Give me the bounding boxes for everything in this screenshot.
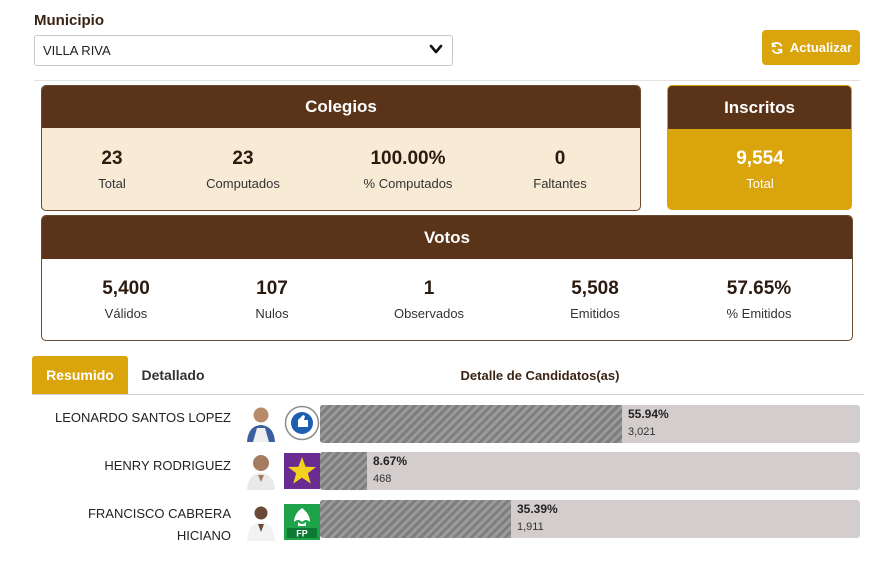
header-divider (34, 80, 860, 81)
votos-title: Votos (42, 216, 852, 259)
candidate-name-line: HICIANO (176, 528, 231, 543)
candidate-name: LEONARDO SANTOS LOPEZ (55, 407, 231, 429)
stat-value: 107 (256, 278, 288, 299)
refresh-icon (771, 41, 783, 54)
candidate-bar-track: 55.94% 3,021 (320, 405, 860, 443)
candidate-percent: 35.39% (517, 502, 558, 516)
fp-logo-icon: FP (284, 504, 320, 540)
candidate-name: FRANCISCO CABRERA HICIANO (88, 503, 231, 547)
fp-logo-text: FP (296, 529, 308, 539)
votos-panel: Votos 5,400 Válidos 107 Nulos 1 Observad… (41, 215, 853, 341)
stat-label: Faltantes (533, 176, 587, 191)
colegios-total-stat: 23 Total (42, 148, 182, 191)
tab-resumido[interactable]: Resumido (32, 356, 128, 394)
stat-label: Observados (393, 306, 465, 321)
candidate-percent: 55.94% (628, 407, 669, 421)
candidate-votes: 468 (373, 473, 392, 485)
candidate-photo-icon (247, 455, 275, 490)
votos-observados-stat: 1 Observados (359, 278, 499, 321)
municipio-select[interactable]: VILLA RIVA (34, 35, 453, 66)
candidate-bar-track: 35.39% 1,911 (320, 500, 860, 538)
colegios-panel: Colegios 23 Total 23 Computados 100.00% … (41, 85, 641, 211)
candidate-name-line: HENRY RODRIGUEZ (104, 458, 231, 473)
stat-label: Válidos (104, 306, 148, 321)
colegios-title: Colegios (42, 86, 640, 128)
stat-value: 0 (554, 148, 566, 169)
stat-label: % Computados (363, 176, 453, 191)
refresh-button[interactable]: Actualizar (762, 30, 860, 65)
stat-value: 5,400 (102, 278, 150, 299)
stat-label: Emitidos (570, 306, 620, 321)
stat-value: 1 (423, 278, 435, 299)
stat-value: 100.00% (370, 148, 446, 169)
candidate-bar-fill (320, 452, 367, 490)
detail-title: Detalle de Candidatos(as) (460, 368, 620, 383)
candidate-photo-icon (247, 407, 275, 442)
inscritos-title: Inscritos (668, 86, 851, 129)
votos-emitidos-stat: 5,508 Emitidos (525, 278, 665, 321)
municipio-label: Municipio (34, 12, 104, 29)
stat-label: Computados (206, 176, 280, 191)
inscritos-total-stat: 9,554 Total (690, 148, 830, 191)
candidate-name-line: FRANCISCO CABRERA (87, 506, 231, 521)
stat-value: 23 (101, 148, 123, 169)
votos-nulos-stat: 107 Nulos (202, 278, 342, 321)
chevron-down-icon (429, 44, 443, 54)
stat-label: Total (98, 176, 126, 191)
colegios-pct-computados-stat: 100.00% % Computados (338, 148, 478, 191)
refresh-label: Actualizar (789, 40, 853, 55)
candidate-bar-track: 8.67% 468 (320, 452, 860, 490)
star-logo-icon (284, 453, 320, 489)
candidate-name: HENRY RODRIGUEZ (104, 455, 231, 477)
candidate-name-line: LEONARDO SANTOS LOPEZ (54, 410, 231, 425)
stat-label: Total (746, 176, 774, 191)
candidate-photo-icon (247, 506, 275, 541)
municipio-selected-value: VILLA RIVA (43, 43, 111, 58)
votos-pct-emitidos-stat: 57.65% % Emitidos (689, 278, 829, 321)
tab-detallado[interactable]: Detallado (141, 367, 205, 383)
stat-value: 5,508 (571, 278, 619, 299)
pld-logo-icon (284, 405, 320, 441)
votos-validos-stat: 5,400 Válidos (56, 278, 196, 321)
stat-value: 57.65% (726, 278, 792, 299)
colegios-computados-stat: 23 Computados (173, 148, 313, 191)
candidate-percent: 8.67% (373, 454, 408, 468)
stat-value: 23 (232, 148, 254, 169)
candidate-votes: 1,911 (517, 521, 544, 533)
tab-divider (32, 394, 864, 395)
candidate-bar-fill (320, 405, 622, 443)
candidate-votes: 3,021 (628, 426, 656, 438)
inscritos-panel: Inscritos 9,554 Total (667, 85, 852, 210)
colegios-faltantes-stat: 0 Faltantes (490, 148, 630, 191)
stat-label: Nulos (255, 306, 289, 321)
candidate-bar-fill (320, 500, 511, 538)
stat-label: % Emitidos (726, 306, 792, 321)
stat-value: 9,554 (736, 148, 784, 169)
